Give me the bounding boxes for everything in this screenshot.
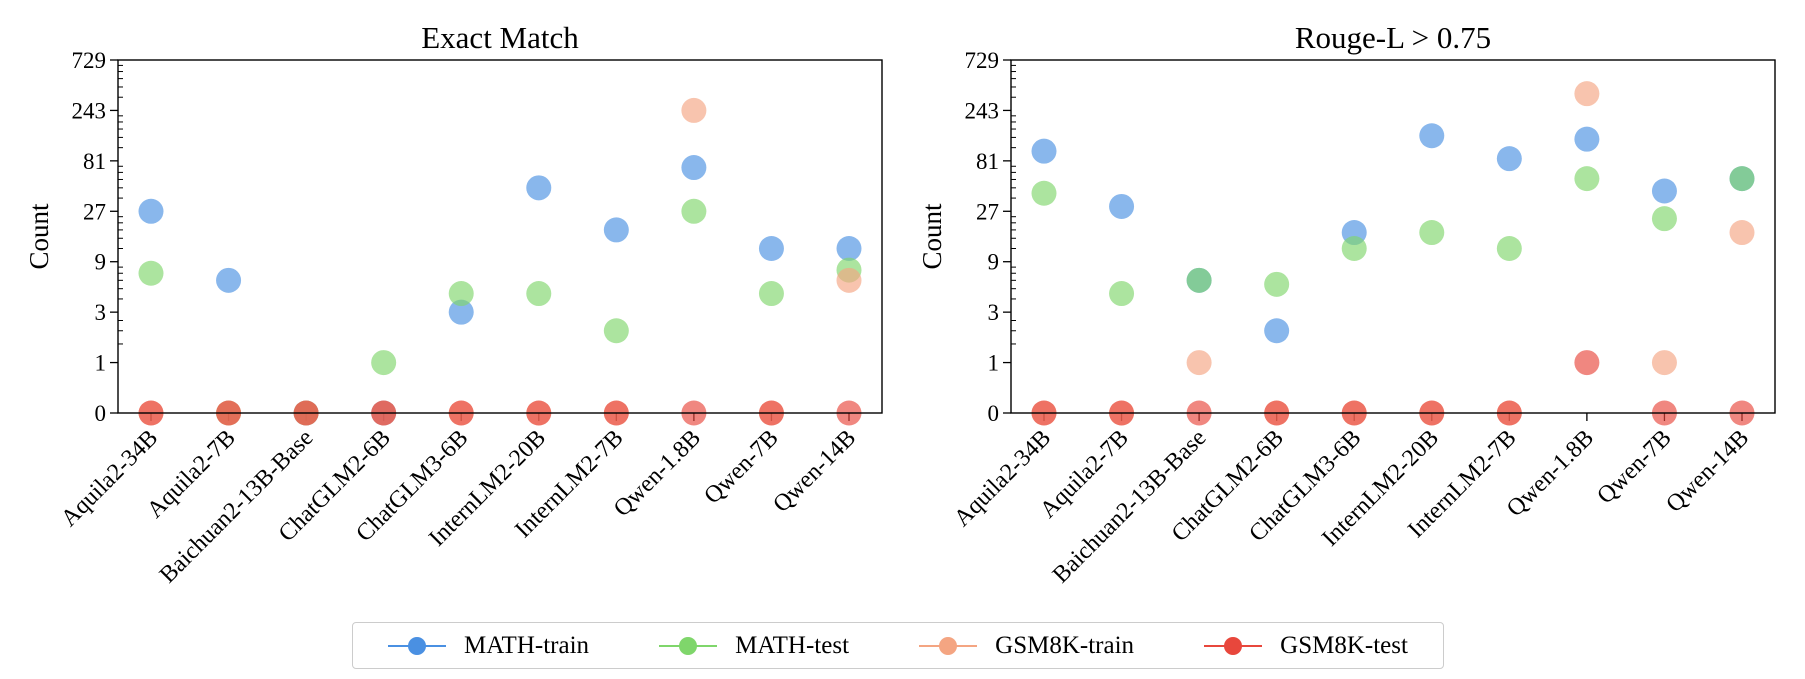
data-point <box>138 198 164 224</box>
y-tick-label: 9 <box>988 250 1000 275</box>
y-tick-label: 27 <box>976 199 999 224</box>
data-point <box>681 97 707 123</box>
data-point <box>1341 236 1367 262</box>
data-point <box>758 236 784 262</box>
y-tick-label: 729 <box>965 48 1000 73</box>
y-tick-label: 3 <box>988 300 1000 325</box>
legend-item-math-test: MATH-test <box>659 632 849 660</box>
legend-swatch-math-train <box>388 633 447 659</box>
plot-frame <box>117 59 883 414</box>
legend-swatch-math-test <box>659 633 718 659</box>
y-tick-label: 1 <box>988 351 1000 376</box>
legend-item-gsm8k-test: GSM8K-test <box>1204 632 1408 660</box>
y-axis-label: Count <box>24 203 54 270</box>
data-point <box>1031 138 1057 164</box>
x-tick-label: Aquila2-34B <box>56 425 163 532</box>
legend-label-gsm8k-test: GSM8K-test <box>1280 631 1408 659</box>
data-point <box>1729 166 1755 192</box>
y-tick-label: 1 <box>95 351 107 376</box>
chart-title: Exact Match <box>421 20 579 55</box>
data-point <box>1419 220 1445 246</box>
data-point <box>1574 81 1600 107</box>
data-point <box>1109 193 1135 219</box>
data-point <box>526 175 552 201</box>
data-point <box>1651 178 1677 204</box>
data-point <box>448 281 474 307</box>
legend-label-math-train: MATH-train <box>464 631 590 659</box>
data-point <box>1109 281 1135 307</box>
legend-swatch-gsm8k-train <box>919 633 978 659</box>
legend-item-gsm8k-train: GSM8K-train <box>919 632 1134 660</box>
y-tick-label: 81 <box>976 149 999 174</box>
chart-panel-2: Rouge-L > 0.75 Count 0 1 3 9 27 81 243 729 Aquila2… <box>917 20 1776 589</box>
chart-panel-1: Exact Match Count 0 1 3 9 27 81 243 729 Aquila2-34… <box>24 20 883 589</box>
data-point <box>216 267 242 293</box>
data-point <box>1419 123 1445 149</box>
data-point <box>1574 166 1600 192</box>
data-point <box>1496 236 1522 262</box>
data-point <box>526 281 552 307</box>
x-tick-label: Baichuan2-13B-Base <box>1048 425 1212 589</box>
data-point <box>1186 350 1212 376</box>
data-point <box>371 350 397 376</box>
data-point <box>1651 350 1677 376</box>
x-tick-label: Baichuan2-13B-Base <box>155 425 319 589</box>
legend-label-gsm8k-train: GSM8K-train <box>995 631 1135 659</box>
data-point <box>138 260 164 286</box>
y-tick-label: 243 <box>965 98 1000 123</box>
y-tick-label: 243 <box>72 98 107 123</box>
legend: MATH-train MATH-test GSM8K-train GSM8K-t… <box>352 622 1444 669</box>
data-point <box>681 198 707 224</box>
data-point <box>1031 180 1057 206</box>
x-tick-label: Aquila2-34B <box>949 425 1056 532</box>
data-point <box>1264 271 1290 297</box>
x-tick-label: Qwen-14B <box>1661 425 1754 518</box>
data-point <box>448 299 474 325</box>
data-point <box>1186 267 1212 293</box>
y-tick-label: 27 <box>83 199 106 224</box>
legend-item-math-train: MATH-train <box>388 632 589 660</box>
chart-title: Rouge-L > 0.75 <box>1295 20 1491 55</box>
plot-frame <box>1010 59 1776 414</box>
data-point <box>681 155 707 181</box>
data-point <box>758 281 784 307</box>
data-point <box>1264 318 1290 344</box>
y-tick-label: 81 <box>83 149 106 174</box>
legend-label-math-test: MATH-test <box>735 631 850 659</box>
x-tick-label: Qwen-14B <box>768 425 861 518</box>
data-point <box>1729 220 1755 246</box>
y-tick-label: 0 <box>95 401 107 426</box>
data-point <box>836 236 862 262</box>
data-point <box>1496 146 1522 172</box>
data-point <box>1651 206 1677 232</box>
data-point <box>603 318 629 344</box>
y-axis-label: Count <box>917 203 947 270</box>
y-tick-label: 9 <box>95 250 107 275</box>
data-point <box>603 217 629 243</box>
data-point <box>836 267 862 293</box>
legend-swatch-gsm8k-test <box>1204 633 1263 659</box>
y-tick-label: 0 <box>988 401 1000 426</box>
y-tick-label: 729 <box>72 48 107 73</box>
data-point <box>1574 126 1600 152</box>
y-tick-label: 3 <box>95 300 107 325</box>
data-point <box>1574 350 1600 376</box>
